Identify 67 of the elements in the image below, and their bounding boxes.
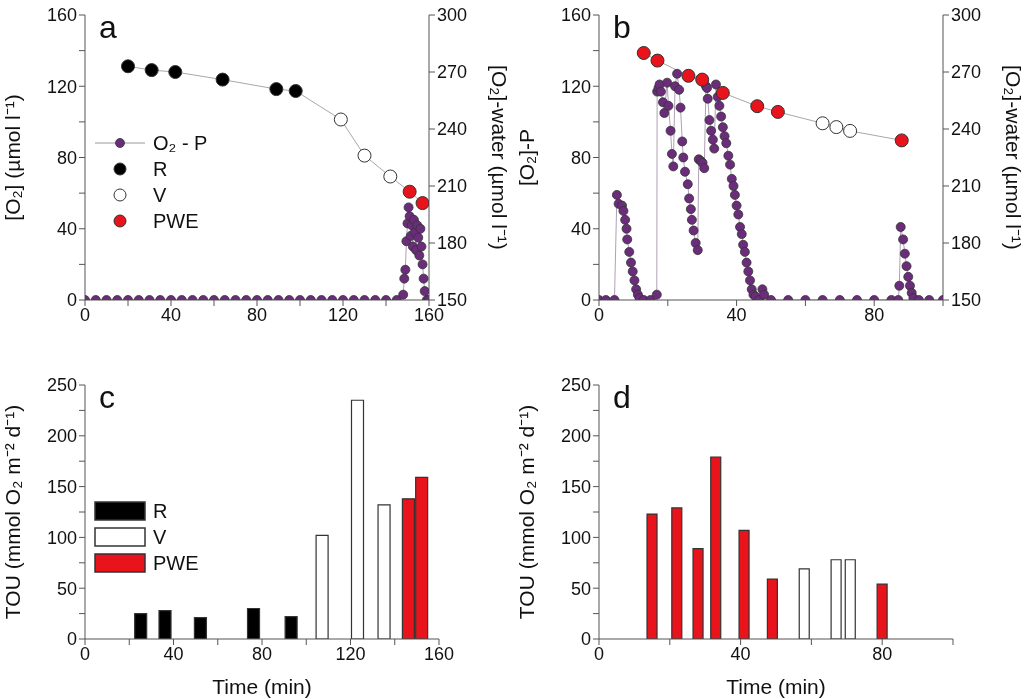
y-tick-label: 80 xyxy=(570,147,591,168)
y-tick-label: 120 xyxy=(560,76,591,97)
y-tick-label: 200 xyxy=(560,426,591,447)
y-tick-label: 150 xyxy=(560,476,591,497)
legend-label: R xyxy=(153,157,168,181)
y2-tick-label: 270 xyxy=(437,62,468,83)
y2-tick-label: 210 xyxy=(951,176,982,197)
x-tick-label: 0 xyxy=(593,304,605,325)
x-axis-title: Time (min) xyxy=(726,675,826,698)
y-tick-label: 160 xyxy=(560,5,591,26)
chart-title: d xyxy=(613,379,631,416)
x-tick-label: 40 xyxy=(726,304,747,325)
y-tick-label: 120 xyxy=(46,76,77,97)
x-tick-label: 120 xyxy=(335,643,366,664)
y-tick-label: 100 xyxy=(560,527,591,548)
y-axis-title: [O₂]-P xyxy=(515,128,539,187)
legend-label: PWE xyxy=(153,551,199,575)
chart-title: b xyxy=(613,9,631,46)
y2-tick-label: 300 xyxy=(437,5,468,26)
y-tick-label: 250 xyxy=(46,375,77,396)
y-tick-label: 0 xyxy=(66,629,77,650)
x-tick-label: 80 xyxy=(251,643,273,664)
y-tick-label: 250 xyxy=(560,375,591,396)
y2-tick-label: 240 xyxy=(951,119,982,140)
y-tick-label: 50 xyxy=(56,578,77,599)
y2-tick-label: 300 xyxy=(951,5,982,26)
y-axis-title: TOU (mmol O₂ m⁻² d⁻¹) xyxy=(1,404,25,620)
x-tick-label: 0 xyxy=(79,643,91,664)
x-tick-label: 40 xyxy=(730,643,751,664)
x-tick-label: 0 xyxy=(79,304,91,325)
x-tick-label: 80 xyxy=(872,643,893,664)
x-tick-label: 80 xyxy=(864,304,885,325)
y2-tick-label: 180 xyxy=(951,233,982,254)
y-tick-label: 150 xyxy=(46,476,77,497)
x-tick-label: 160 xyxy=(423,643,455,664)
x-tick-label: 0 xyxy=(593,643,605,664)
y2-tick-label: 180 xyxy=(437,233,468,254)
y-tick-label: 160 xyxy=(46,5,77,26)
y-axis-title: [O₂] (µmol l⁻¹) xyxy=(1,94,25,221)
y2-tick-label: 150 xyxy=(951,290,982,311)
x-tick-label: 80 xyxy=(246,304,268,325)
legend-label: V xyxy=(153,525,167,549)
x-tick-label: 40 xyxy=(160,304,182,325)
y-tick-label: 0 xyxy=(580,629,591,650)
y-tick-label: 50 xyxy=(570,578,591,599)
chart-title: c xyxy=(99,379,115,416)
y2-tick-label: 210 xyxy=(437,176,468,197)
legend-label: R xyxy=(153,499,168,523)
y-tick-label: 40 xyxy=(570,219,591,240)
y-tick-label: 200 xyxy=(46,426,77,447)
legend-label: O₂ - P xyxy=(153,131,208,155)
x-tick-label: 40 xyxy=(163,643,184,664)
y-tick-label: 0 xyxy=(580,290,591,311)
y-tick-label: 40 xyxy=(56,219,77,240)
y-axis-title: TOU (mmol O₂ m⁻² d⁻¹) xyxy=(515,404,539,620)
legend-label: V xyxy=(153,183,167,207)
x-tick-label: 120 xyxy=(327,304,359,325)
y-tick-label: 80 xyxy=(56,147,77,168)
chart-title: a xyxy=(99,9,117,46)
y2-tick-label: 270 xyxy=(951,62,982,83)
y2-tick-label: 240 xyxy=(437,119,468,140)
y2-axis-title: [O₂]-water (µmol l⁻¹) xyxy=(487,65,511,250)
x-axis-title: Time (min) xyxy=(212,675,312,698)
y-tick-label: 100 xyxy=(46,527,77,548)
y-tick-label: 0 xyxy=(66,290,77,311)
y2-axis-title: [O₂]-water (µmol l⁻¹) xyxy=(1001,65,1025,250)
legend-label: PWE xyxy=(153,209,199,233)
